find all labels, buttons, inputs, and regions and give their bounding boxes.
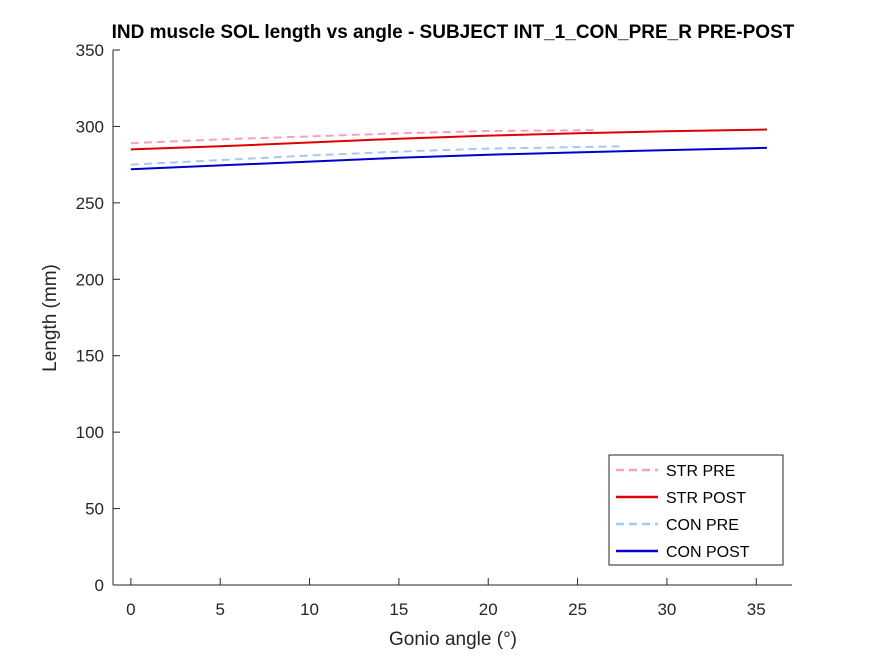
- y-tick-label: 250: [76, 194, 104, 213]
- y-tick-label: 200: [76, 270, 104, 289]
- legend-box: [608, 454, 784, 566]
- chart-title: IND muscle SOL length vs angle - SUBJECT…: [112, 22, 795, 43]
- y-ticks: 0 50 100 150 200 250 300 350: [76, 41, 120, 595]
- legend-items: STR PRE STR POST CON PRE CON POST: [616, 463, 750, 561]
- legend-label: STR POST: [666, 490, 746, 507]
- legend-label: CON POST: [666, 544, 750, 561]
- x-tick-label: 20: [479, 600, 498, 619]
- series-line-con-pre: [130, 145, 623, 166]
- y-tick-label: 300: [76, 117, 104, 136]
- legend-label: CON PRE: [666, 517, 739, 534]
- y-tick-label: 100: [76, 423, 104, 442]
- y-tick-label: 350: [76, 41, 104, 60]
- x-tick-label: 30: [657, 600, 676, 619]
- series-lines: [130, 128, 768, 171]
- y-tick-label: 50: [85, 500, 104, 519]
- legend-label: STR PRE: [666, 463, 735, 480]
- x-tick-label: 0: [126, 600, 135, 619]
- x-tick-label: 5: [215, 600, 224, 619]
- x-tick-label: 35: [747, 600, 766, 619]
- series-line-con-post: [130, 146, 768, 171]
- series-line-str-pre: [130, 129, 596, 145]
- plot-area: 0 5 10 15 20 25 30 35 0 50 100 150 200 250 300 350: [76, 41, 792, 619]
- x-ticks: 0 5 10 15 20 25 30 35: [126, 578, 766, 619]
- legend: STR PRE STR POST CON PRE CON POST: [608, 454, 784, 566]
- y-tick-label: 0: [95, 576, 104, 595]
- x-tick-label: 25: [568, 600, 587, 619]
- x-tick-label: 10: [300, 600, 319, 619]
- series-line-str-post: [130, 128, 768, 151]
- x-axis-label: Gonio angle (°): [389, 629, 517, 650]
- x-tick-label: 15: [389, 600, 408, 619]
- y-axis-label: Length (mm): [40, 264, 61, 372]
- y-tick-label: 150: [76, 347, 104, 366]
